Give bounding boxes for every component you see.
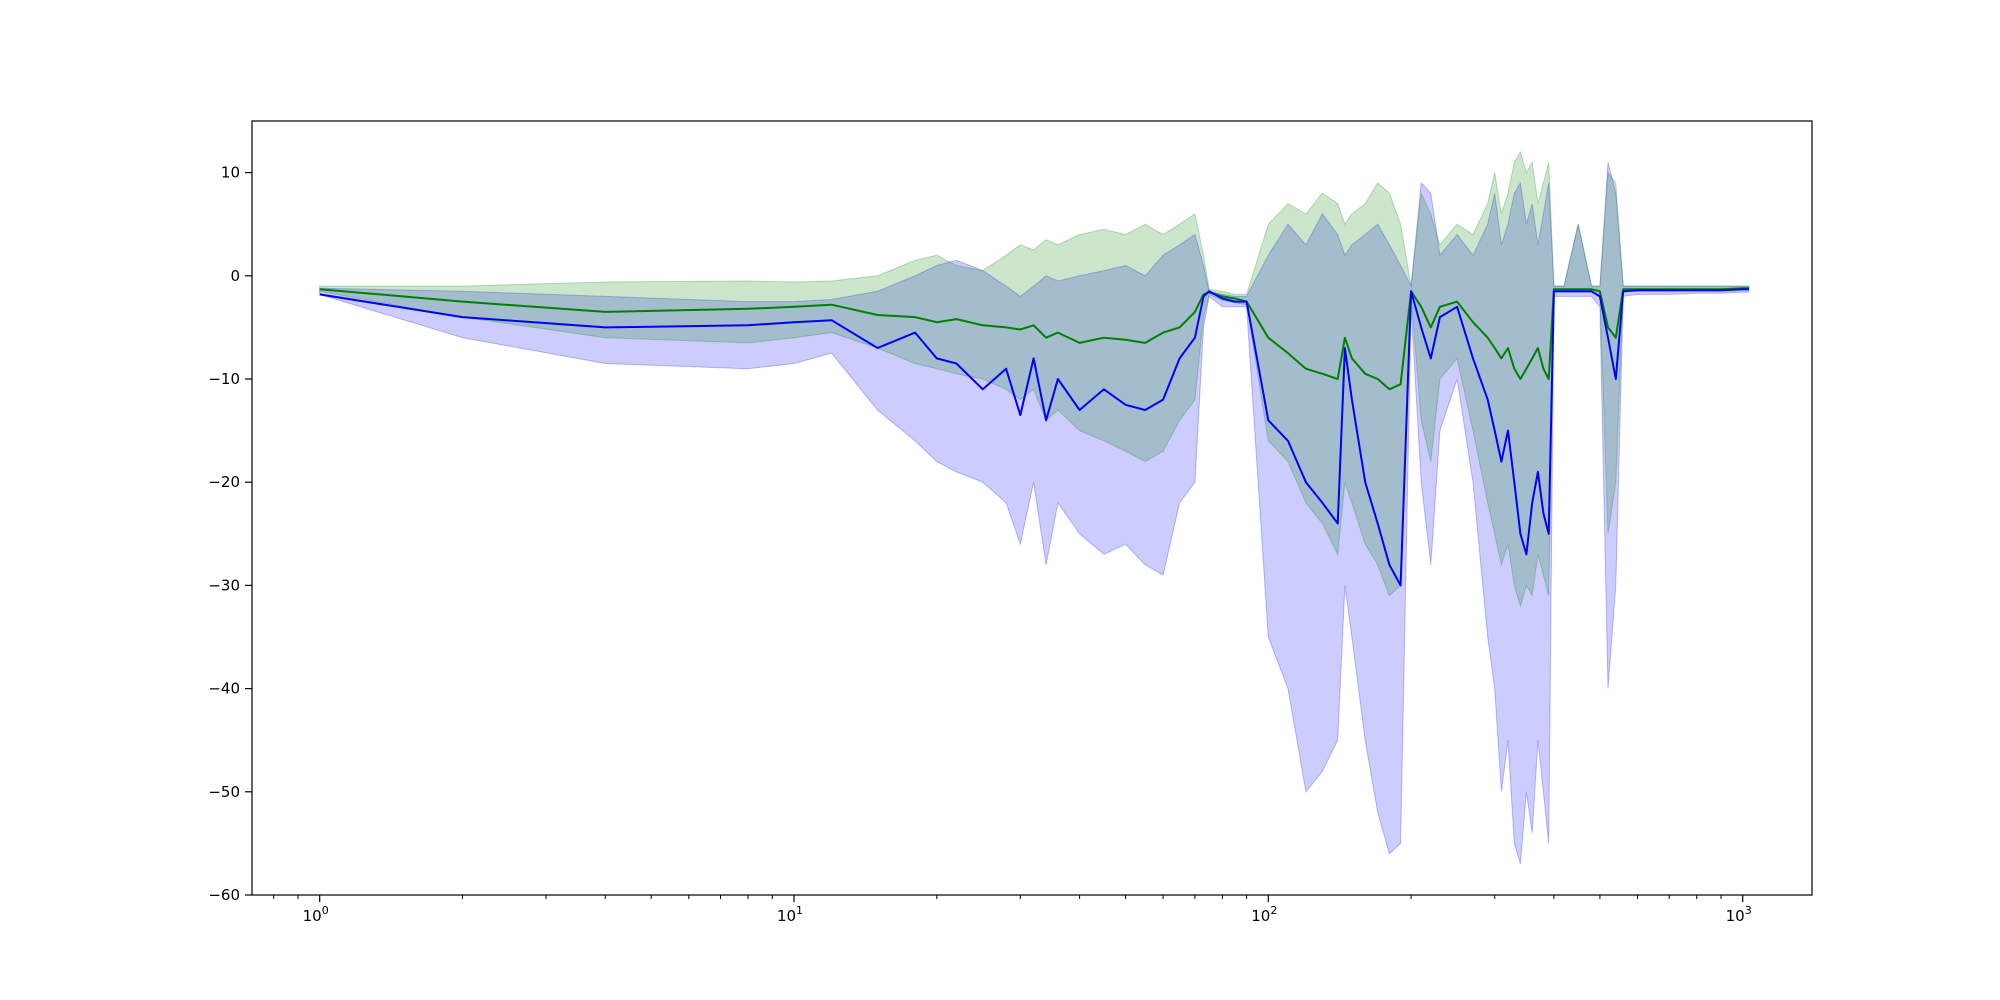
x-tick-label: 102 — [1251, 904, 1277, 925]
y-tick-label: 10 — [221, 164, 240, 182]
x-axis: 100 101 102 103 — [273, 895, 1752, 925]
y-tick-label: −30 — [208, 576, 240, 594]
x-tick-label: 103 — [1726, 904, 1752, 925]
y-tick-label: 0 — [230, 267, 240, 285]
y-tick-label: −60 — [208, 886, 240, 904]
x-tick-label: 100 — [303, 904, 329, 925]
band-series-1 — [319, 162, 1750, 865]
y-tick-label: −10 — [208, 370, 240, 388]
y-axis: 10 0 −10 −20 −30 −40 −50 −60 — [208, 164, 252, 904]
y-tick-label: −20 — [208, 473, 240, 491]
y-tick-label: −40 — [208, 680, 240, 698]
series-lines — [319, 287, 1749, 587]
plot-area-frame — [251, 120, 1813, 896]
y-tick-label: −50 — [208, 783, 240, 801]
line-series-1 — [319, 288, 1749, 587]
line-series-2 — [319, 287, 1749, 391]
confidence-bands — [319, 150, 1750, 865]
x-tick-label: 101 — [777, 904, 803, 925]
